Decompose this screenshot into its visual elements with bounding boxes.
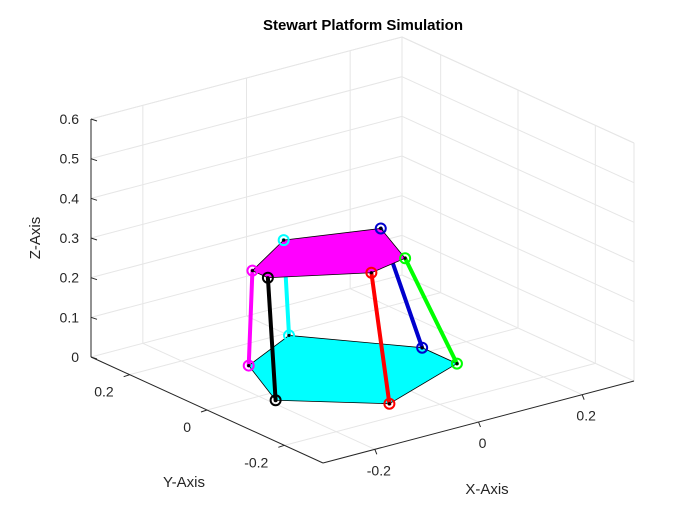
z-tick-label: 0.5 xyxy=(60,151,80,167)
leg-5-base-joint xyxy=(242,359,255,372)
leg-2-base-joint xyxy=(450,357,463,370)
leg-5-top-joint xyxy=(246,264,259,277)
leg-3-top-joint xyxy=(374,222,387,235)
floor-gridline-y-0 xyxy=(284,362,596,446)
leg-1-top-joint-center xyxy=(369,271,373,275)
leg-6-base-joint xyxy=(269,394,282,407)
z-tick-mark xyxy=(90,316,98,320)
z-tick-label: 0.6 xyxy=(60,111,80,127)
leg-1 xyxy=(369,270,392,406)
leg-3-base-joint xyxy=(416,341,429,354)
leg-5-top-joint-center xyxy=(250,269,255,273)
y-tick-mark xyxy=(200,409,208,413)
x-tick-mark xyxy=(374,449,378,455)
x-tick-label: 0.2 xyxy=(576,408,596,424)
z-tick-label: 0.2 xyxy=(60,270,80,286)
side-wall-gridline-z-5 xyxy=(401,76,635,184)
z-tick-label: 0.4 xyxy=(60,190,80,206)
y-tick-label: -0.2 xyxy=(244,454,268,470)
x-tick-label: -0.2 xyxy=(367,462,391,478)
leg-2 xyxy=(403,256,459,366)
side-wall-gridline-z-1 xyxy=(401,234,635,342)
leg-6 xyxy=(265,275,278,403)
back-wall-gridline-z-0 xyxy=(90,274,403,358)
side-wall-gridline-z-2 xyxy=(401,195,635,303)
z-tick-label: 0.3 xyxy=(60,230,80,246)
chart-title: Stewart Platform Simulation xyxy=(263,17,463,34)
y-tick-label: 0 xyxy=(183,419,191,435)
leg-6-base-joint-center xyxy=(274,398,278,402)
leg-6-top-joint xyxy=(261,271,274,284)
axes-layer: -0.2 0 0.2 -0.2 0 0.2 0 0.1 0.2 0.3 0.4 0.5 0.6 xyxy=(60,111,635,478)
leg-4-top-joint-center xyxy=(282,238,286,242)
leg-2-top-joint-center xyxy=(403,256,407,260)
box-edge xyxy=(90,36,403,120)
x-tick-mark xyxy=(581,394,585,400)
side-wall-gridline-z-3 xyxy=(401,155,635,263)
leg-1-base-joint-center xyxy=(387,402,391,406)
y-axis-label: Y-Axis xyxy=(163,474,205,491)
y-tick-label: 0.2 xyxy=(94,384,114,400)
z-tick-label: 0.1 xyxy=(60,309,80,325)
leg-4-base-joint-center xyxy=(287,333,291,338)
leg-3-base-joint-center xyxy=(420,346,424,350)
leg-5-base-joint-center xyxy=(247,363,251,368)
side-wall-gridline-z-4 xyxy=(401,115,635,223)
leg-3-top-joint-center xyxy=(379,226,383,231)
box-edge xyxy=(401,36,635,144)
grid-layer xyxy=(90,36,635,450)
z-tick-mark xyxy=(90,158,98,162)
z-tick-mark xyxy=(90,356,98,360)
back-wall-gridline-z-5 xyxy=(90,76,403,160)
back-wall-gridline-z-3 xyxy=(90,155,403,239)
leg-1-top-joint xyxy=(365,266,378,279)
z-tick-mark xyxy=(90,277,98,281)
leg-5 xyxy=(246,268,255,368)
y-tick-mark xyxy=(123,374,130,378)
z-tick-mark xyxy=(90,197,98,201)
x-tick-label: 0 xyxy=(479,435,487,451)
leg-4-top-joint xyxy=(277,234,290,247)
leg-1-base-joint xyxy=(383,397,396,410)
z-tick-mark xyxy=(90,237,98,241)
data-layer xyxy=(242,222,463,410)
leg-2-top-joint xyxy=(399,252,412,265)
back-wall-gridline-z-4 xyxy=(90,115,403,199)
x-axis-label: X-Axis xyxy=(465,481,508,498)
z-tick-mark xyxy=(90,118,98,122)
z-axis-label: Z-Axis xyxy=(27,217,44,260)
back-wall-gridline-z-2 xyxy=(90,195,403,279)
x-tick-mark xyxy=(478,421,481,428)
leg-2-base-joint-center xyxy=(455,362,459,366)
top-platform xyxy=(251,228,406,279)
leg-6-top-joint-center xyxy=(266,276,270,280)
y-tick-mark xyxy=(278,444,285,448)
z-tick-label: 0 xyxy=(71,349,79,365)
side-wall-gridline-z-0 xyxy=(401,274,635,382)
leg-4-base-joint xyxy=(283,329,296,342)
